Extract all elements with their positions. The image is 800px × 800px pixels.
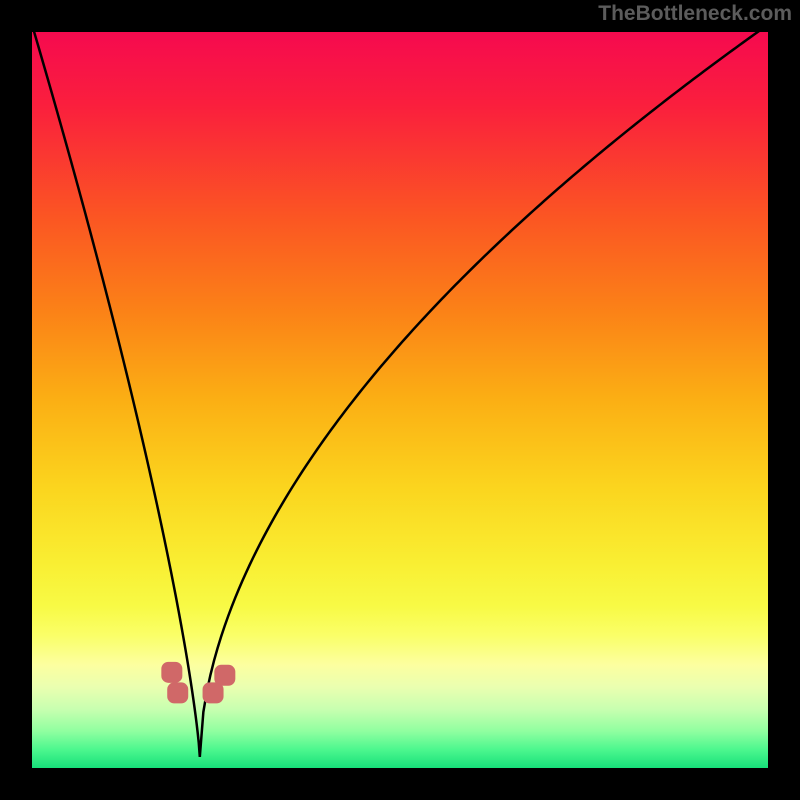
- chart-frame: TheBottleneck.com: [0, 0, 800, 800]
- data-marker: [161, 662, 182, 683]
- data-marker: [214, 665, 235, 686]
- plot-area: [32, 32, 768, 768]
- watermark-text: TheBottleneck.com: [598, 2, 792, 26]
- data-marker: [167, 682, 188, 703]
- gradient-background: [32, 32, 768, 768]
- plot-svg: [32, 32, 768, 768]
